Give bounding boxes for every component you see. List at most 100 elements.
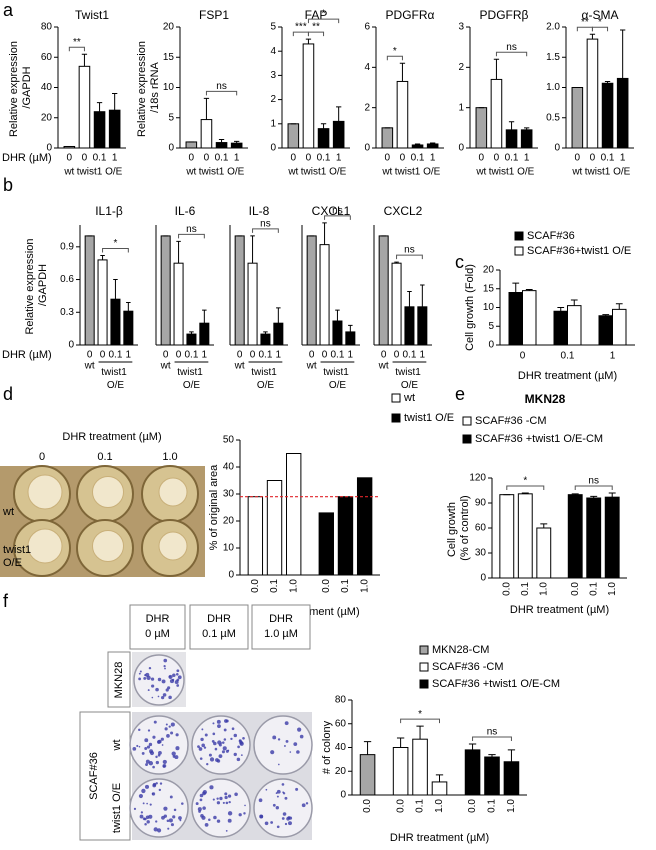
colony	[243, 812, 246, 815]
x-tick-label: 0	[385, 153, 391, 164]
colony	[289, 751, 292, 753]
colony	[198, 747, 203, 751]
header-box	[189, 604, 249, 650]
bar	[598, 315, 613, 346]
y-axis-label: Cell growth (Fold)	[464, 264, 476, 351]
x-tick-label: 0.0	[250, 579, 261, 593]
error-bar	[250, 235, 255, 264]
colony	[219, 796, 223, 801]
chart-title: Twist1	[75, 8, 109, 22]
text-line: twist1	[177, 367, 205, 378]
significance-label: *	[418, 709, 422, 720]
group-label: twist1 O/E	[395, 367, 423, 391]
y-tick-label: 0	[340, 790, 346, 801]
colony	[162, 759, 167, 765]
row-box	[107, 651, 131, 708]
error-bar	[322, 222, 327, 245]
y-tick-label: 20	[483, 265, 495, 276]
group-label: wt	[381, 167, 392, 178]
bar	[571, 87, 584, 149]
error-bar	[96, 102, 103, 112]
legend-label: twist1 O/E	[404, 412, 454, 424]
error-bar	[100, 255, 105, 260]
error-bar	[602, 314, 610, 316]
colony	[236, 757, 241, 762]
colony	[157, 695, 160, 698]
chart-title: IL-6	[175, 204, 196, 218]
x-tick-label: 0.0	[321, 579, 332, 593]
y-tick-label: 2	[364, 102, 370, 113]
colony	[168, 818, 173, 823]
x-tick-label: 1	[430, 153, 436, 164]
significance-label: **	[581, 17, 589, 28]
y-tick-label: 0	[270, 143, 276, 154]
x-tick-label: 0	[322, 350, 328, 361]
colony	[146, 820, 150, 824]
image-row-label: wt	[2, 506, 14, 518]
colony	[181, 802, 184, 805]
legend-label: SCAF#36+twist1 O/E	[527, 245, 631, 257]
bar	[319, 244, 330, 346]
bar	[78, 65, 91, 149]
colony	[259, 814, 264, 819]
colony	[299, 734, 304, 739]
significance-bracket	[386, 55, 403, 61]
bar	[391, 262, 402, 346]
group-label: twist1 O/E	[323, 367, 351, 391]
colony	[227, 811, 233, 816]
x-tick-label: 1	[112, 153, 118, 164]
error-bar	[468, 743, 477, 750]
bar	[431, 781, 448, 796]
x-tick-label: 1	[348, 350, 354, 361]
x-tick-label: 1.0	[359, 579, 370, 593]
colony	[155, 687, 159, 692]
y-tick-label: 20	[335, 766, 347, 777]
y-tick-label: 50	[223, 435, 235, 446]
bar	[586, 38, 599, 149]
colony	[242, 736, 245, 740]
text-line: Relative expression	[24, 235, 36, 334]
bar	[490, 78, 503, 149]
colony	[216, 759, 221, 763]
y-tick-label: 0.9	[60, 241, 74, 252]
error-bar	[524, 127, 530, 130]
x-axis-label: DHR treatment (µM)	[518, 370, 617, 382]
significance-label: **	[312, 22, 320, 33]
image-column-label: 0 µM	[145, 628, 170, 640]
significance-bracket	[307, 18, 340, 24]
significance-label: ns	[216, 81, 227, 92]
bar	[378, 235, 389, 346]
colony	[281, 783, 285, 786]
bar	[412, 738, 428, 796]
gel-disc	[27, 474, 63, 510]
colony	[145, 759, 150, 764]
error-bar	[608, 492, 616, 498]
x-tick-label: 1	[202, 350, 208, 361]
significance-label: ns	[487, 727, 498, 738]
colony	[240, 754, 243, 757]
header-box	[251, 604, 311, 650]
bar	[464, 749, 481, 796]
colony	[132, 746, 137, 751]
legend-swatch	[462, 434, 472, 444]
text-line: twist1	[3, 544, 34, 556]
x-tick-label: 0.1	[505, 153, 519, 164]
y-tick-label: 20	[41, 112, 53, 123]
error-bar	[590, 495, 598, 498]
colony	[161, 696, 165, 700]
chart-title: CXCL1	[312, 204, 351, 218]
colony	[169, 795, 173, 799]
bar	[417, 306, 428, 346]
text-line: Relative expression	[136, 38, 148, 137]
colony	[138, 677, 142, 681]
legend-swatch	[391, 413, 401, 423]
bar	[517, 493, 533, 579]
text-line: O/E	[107, 380, 125, 391]
y-tick-label: 0	[458, 143, 464, 154]
group-label: twist1 O/E	[489, 167, 535, 178]
group-label: wt	[185, 167, 196, 178]
x-tick-label: 0	[575, 153, 581, 164]
gel-disc	[92, 476, 124, 508]
significance-label: *	[598, 17, 602, 28]
image-row-label: twist1 O/E	[111, 783, 123, 833]
